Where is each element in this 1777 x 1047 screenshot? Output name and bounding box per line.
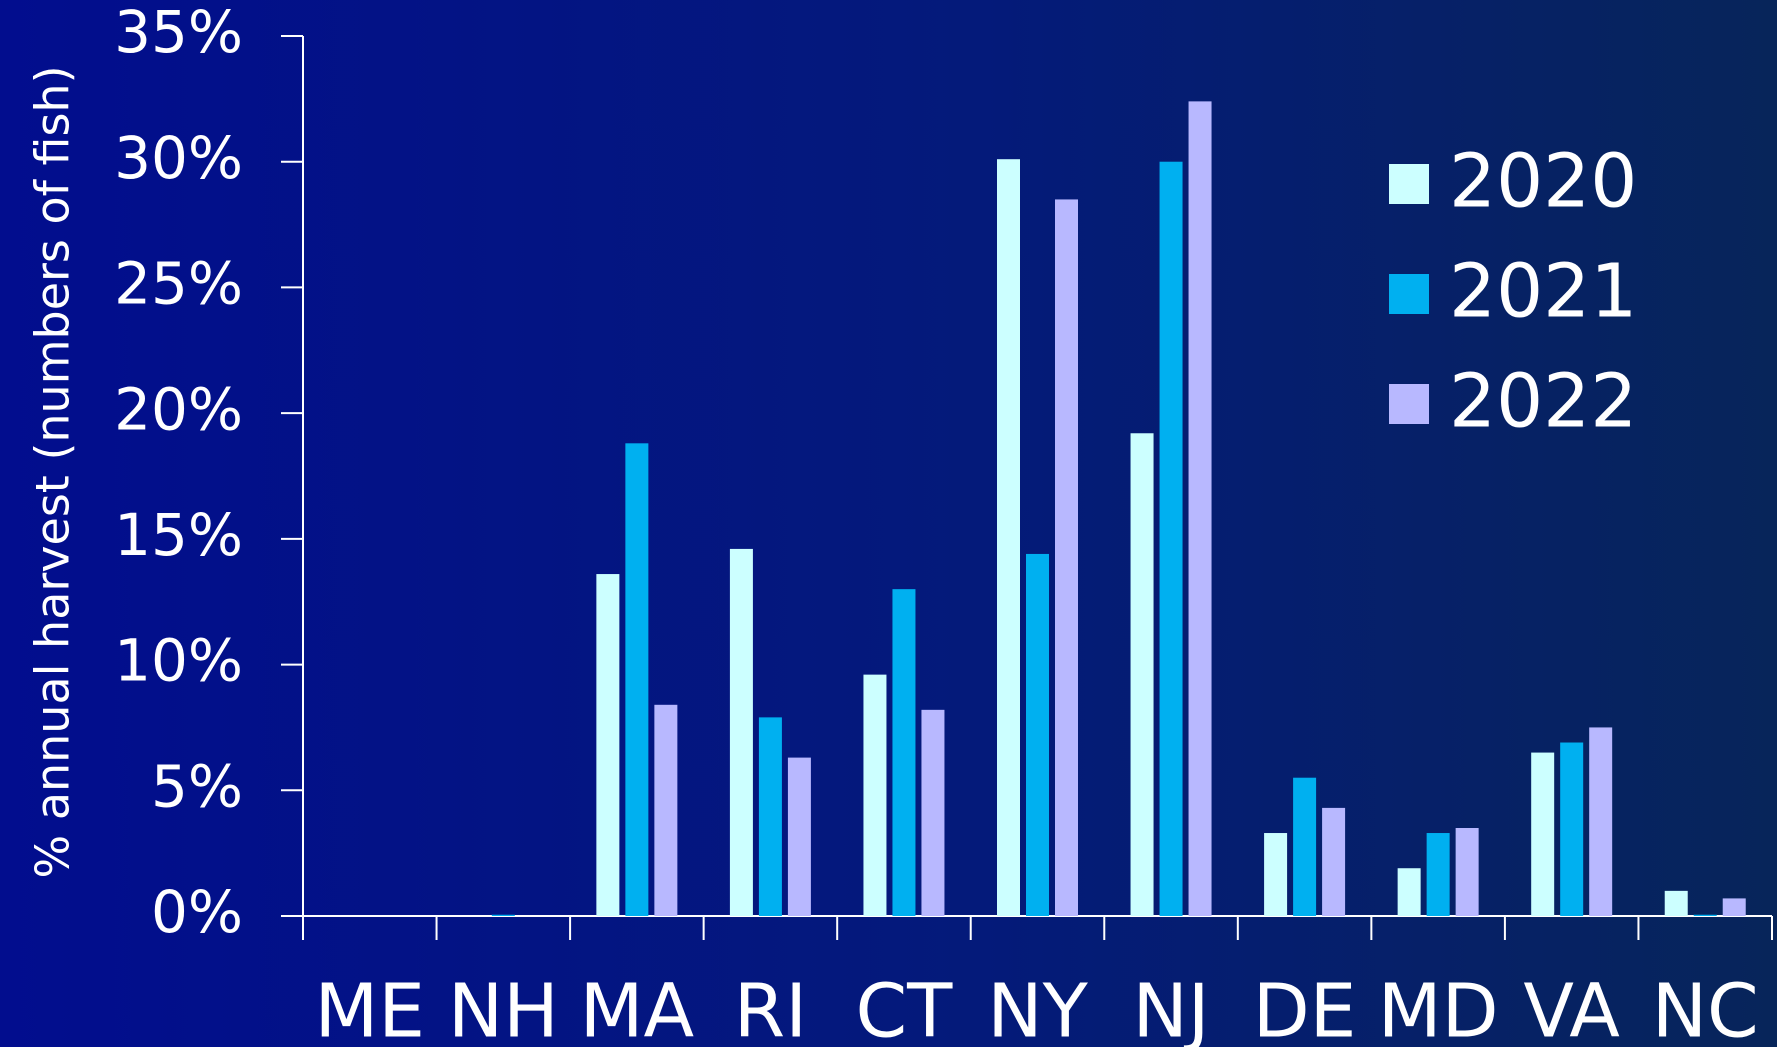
bar-2021-MD bbox=[1426, 833, 1450, 916]
y-tick-label: 0% bbox=[151, 878, 243, 946]
legend-swatch-2021 bbox=[1389, 274, 1429, 314]
bar-2020-VA bbox=[1531, 752, 1555, 916]
bar-2021-NH bbox=[491, 914, 515, 916]
x-tick-label: MD bbox=[1378, 969, 1499, 1047]
bar-2021-CT bbox=[892, 589, 916, 916]
bar-2021-NY bbox=[1026, 553, 1049, 916]
legend-swatch-2020 bbox=[1389, 164, 1429, 204]
bar-2022-VA bbox=[1589, 727, 1613, 916]
bar-2022-RI bbox=[787, 757, 811, 916]
x-tick-label: RI bbox=[734, 969, 807, 1047]
bar-2021-NC bbox=[1693, 914, 1717, 916]
x-tick-label: NJ bbox=[1132, 969, 1209, 1047]
x-tick-label: MA bbox=[580, 969, 695, 1047]
bars bbox=[491, 101, 1746, 916]
bar-2022-NC bbox=[1722, 898, 1746, 916]
x-tick-label: DE bbox=[1253, 969, 1357, 1047]
bar-2020-NY bbox=[997, 159, 1020, 916]
legend-swatch-2022 bbox=[1389, 384, 1429, 424]
x-tick-label: CT bbox=[856, 969, 954, 1047]
bar-2022-DE bbox=[1322, 807, 1346, 916]
bar-2020-NC bbox=[1664, 890, 1688, 916]
bar-2022-NY bbox=[1055, 199, 1078, 916]
x-tick-label: VA bbox=[1523, 969, 1620, 1047]
y-tick-label: 20% bbox=[114, 375, 243, 443]
y-tick-label: 30% bbox=[114, 124, 243, 192]
legend-label-2022: 2022 bbox=[1449, 359, 1637, 445]
bar-2022-MD bbox=[1455, 828, 1479, 916]
x-tick-label: NY bbox=[987, 969, 1088, 1047]
bar-2020-MA bbox=[596, 574, 620, 916]
bar-2021-NJ bbox=[1159, 161, 1183, 916]
y-tick-label: 15% bbox=[114, 501, 243, 569]
legend: 2020 2021 2022 bbox=[1389, 139, 1637, 445]
bar-2021-MA bbox=[625, 443, 649, 916]
x-tick-label: NH bbox=[448, 969, 559, 1047]
bar-2021-DE bbox=[1293, 777, 1317, 916]
y-tick-label: 10% bbox=[114, 627, 243, 695]
bar-2020-CT bbox=[863, 674, 887, 916]
bar-2021-RI bbox=[758, 717, 782, 916]
legend-label-2021: 2021 bbox=[1449, 249, 1637, 335]
y-tick-label: 5% bbox=[151, 752, 243, 820]
y-axis-label: % annual harvest (numbers of fish) bbox=[26, 65, 80, 878]
bar-2020-RI bbox=[729, 548, 753, 916]
bar-2022-NJ bbox=[1188, 101, 1212, 916]
x-tick-label: NC bbox=[1652, 969, 1759, 1047]
bar-2021-VA bbox=[1560, 742, 1584, 916]
x-tick-label: ME bbox=[314, 969, 425, 1047]
bar-2020-NJ bbox=[1130, 433, 1154, 916]
legend-label-2020: 2020 bbox=[1449, 139, 1637, 225]
bar-2020-MD bbox=[1397, 868, 1421, 916]
y-tick-label: 25% bbox=[114, 250, 243, 318]
axes: 0% 5% 10% 15% 20% 25% 30% 35% ME NH MA RI CT NY NJ DE MD… bbox=[114, 0, 1773, 1047]
bar-2020-DE bbox=[1264, 833, 1288, 916]
bar-2022-MA bbox=[654, 704, 678, 916]
y-tick-label: 35% bbox=[114, 0, 243, 66]
bar-2022-CT bbox=[921, 709, 945, 916]
